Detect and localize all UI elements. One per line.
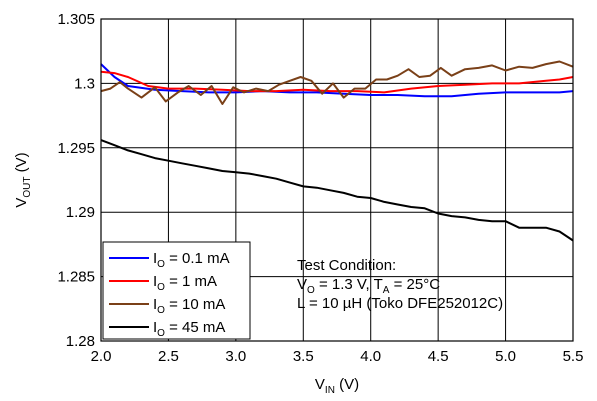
legend-label-rest: = 0.1 mA: [165, 250, 230, 267]
y-axis-label-unit: (V): [13, 152, 30, 176]
x-tick-label: 5.5: [563, 348, 584, 365]
x-tick-label: 3.5: [293, 348, 314, 365]
note-line-3: L = 10 µH (Toko DFE252012C): [297, 295, 503, 312]
legend-label-sub: O: [157, 305, 165, 316]
test-condition-note: Test Condition: VO = 1.3 V, TA = 25°C L …: [297, 257, 503, 312]
y-tick-labels: 1.305 1.3 1.295 1.29 1.285 1.28: [57, 11, 95, 350]
legend-label-main: I: [153, 319, 157, 336]
x-axis-label-unit: (V): [335, 376, 359, 393]
note-line-1: Test Condition:: [297, 257, 396, 274]
legend-label-main: I: [153, 250, 157, 267]
y-axis-label-main: V: [13, 198, 30, 208]
series-line-4: [100, 139, 574, 242]
legend-label-3: IO = 10 mA: [153, 296, 225, 316]
series-line-1: [100, 63, 574, 98]
plot-frame: [100, 18, 574, 342]
y-axis-label: VOUT (V): [13, 152, 33, 207]
x-tick-label: 2.5: [158, 348, 179, 365]
legend-label-rest: = 1 mA: [165, 273, 217, 290]
note-line-2-c: = 25°C: [389, 276, 440, 293]
series-line-3: [100, 60, 574, 105]
note-line-2-b-sub: A: [383, 285, 390, 296]
x-axis-label-sub: IN: [325, 385, 335, 396]
x-tick-label: 2.0: [91, 348, 112, 365]
legend-label-rest: = 10 mA: [165, 296, 225, 313]
x-tick-label: 3.0: [225, 348, 246, 365]
legend-label-sub: O: [157, 282, 165, 293]
y-axis-label-sub: OUT: [22, 177, 33, 198]
legend-label-main: I: [153, 273, 157, 290]
y-tick-label: 1.305: [57, 11, 95, 28]
legend-label-2: IO = 1 mA: [153, 273, 217, 293]
note-line-2-a-sub: O: [307, 285, 315, 296]
x-tick-labels: 2.0 2.5 3.0 3.5 4.0 4.5 5.0 5.5: [91, 348, 584, 365]
y-tick-label: 1.285: [57, 269, 95, 286]
x-axis-label-main: V: [315, 376, 325, 393]
x-tick-label: 5.0: [495, 348, 516, 365]
y-tick-label: 1.3: [74, 75, 95, 92]
note-line-2-a: V: [297, 276, 307, 293]
x-tick-label: 4.5: [428, 348, 449, 365]
legend-label-sub: O: [157, 328, 165, 339]
legend-label-sub: O: [157, 259, 165, 270]
x-tick-label: 4.0: [360, 348, 381, 365]
legend-label-rest: = 45 mA: [165, 319, 225, 336]
y-tick-label: 1.29: [66, 204, 95, 221]
note-line-2-b: = 1.3 V, T: [315, 276, 383, 293]
legend-label-1: IO = 0.1 mA: [153, 250, 230, 270]
legend-label-4: IO = 45 mA: [153, 319, 225, 339]
note-line-2: VO = 1.3 V, TA = 25°C: [297, 276, 440, 296]
y-tick-label: 1.28: [66, 333, 95, 350]
legend-label-main: I: [153, 296, 157, 313]
x-axis-label: VIN (V): [315, 376, 359, 396]
y-tick-label: 1.295: [57, 140, 95, 157]
series-lines: [100, 60, 574, 242]
